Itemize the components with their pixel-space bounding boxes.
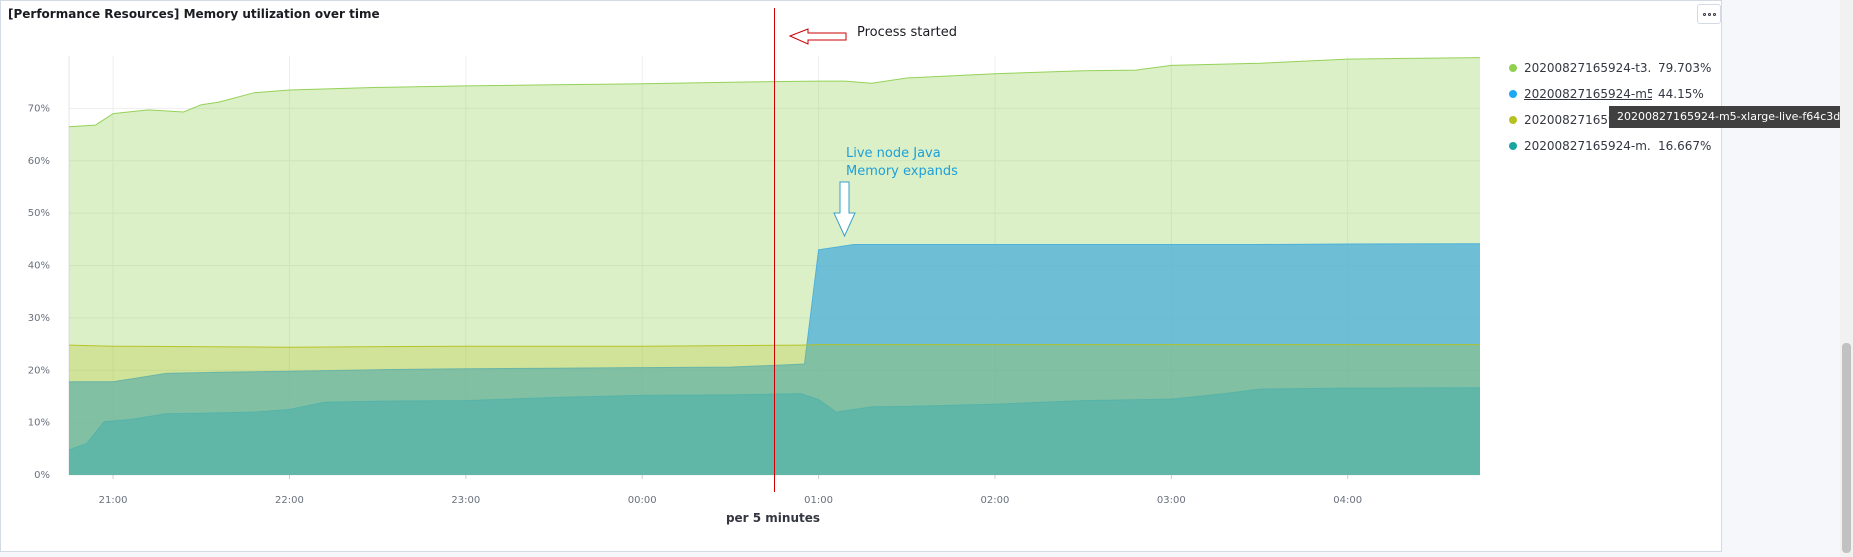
panel-options-button[interactable] [1697, 4, 1721, 24]
legend-dot-icon [1509, 64, 1517, 72]
x-tick-label: 02:00 [981, 495, 1010, 506]
legend-series-name: 20200827165924-t3... [1524, 61, 1652, 75]
memory-note-line1: Live node Java [846, 146, 941, 161]
memory-note-line2: Memory expands [846, 164, 958, 179]
y-axis: 0% 10% 20% 30% 40% 50% 60% 70% [28, 103, 50, 481]
x-tick-label: 00:00 [628, 495, 657, 506]
legend-item-third[interactable]: 20200827165924- [1509, 107, 1719, 133]
y-tick-label: 40% [28, 261, 50, 272]
ellipsis-icon [1712, 12, 1716, 16]
legend-item-t3[interactable]: 20200827165924-t3... 79.703% [1509, 55, 1719, 81]
y-tick-label: 0% [34, 470, 50, 481]
series-line [68, 387, 1481, 451]
series-line [68, 344, 1480, 348]
legend-series-value: 44.15% [1658, 87, 1704, 101]
panel-title: [Performance Resources] Memory utilizati… [8, 7, 380, 21]
x-axis: 21:00 22:00 23:00 00:00 01:00 02:00 03:00 04:00 [99, 475, 1362, 506]
legend-series-name: 20200827165924-m5... [1524, 87, 1652, 101]
series-line [68, 57, 1481, 128]
chart-legend: 20200827165924-t3... 79.703% 20200827165… [1509, 55, 1719, 159]
y-tick-label: 20% [28, 365, 50, 376]
ellipsis-icon [1707, 12, 1711, 16]
legend-series-name: 20200827165924- [1524, 113, 1636, 127]
legend-dot-icon [1509, 116, 1517, 124]
y-tick-label: 70% [28, 103, 50, 114]
memory-expand-arrow-icon [833, 181, 856, 238]
memory-chart: 0% 10% 20% 30% 40% 50% 60% 70% 21:00 22:00 23:00 0… [28, 8, 1481, 525]
x-tick-label: 03:00 [1157, 495, 1186, 506]
annotations: Process started Live node Java Memory ex… [774, 8, 958, 492]
x-tick-label: 23:00 [451, 495, 480, 506]
x-tick-label: 22:00 [275, 495, 304, 506]
x-tick-label: 21:00 [99, 495, 128, 506]
y-tick-label: 30% [28, 313, 50, 324]
legend-series-value: 79.703% [1658, 61, 1712, 75]
y-tick-label: 60% [28, 156, 50, 167]
process-start-label: Process started [857, 25, 957, 40]
series-line [69, 243, 1481, 383]
legend-item-m5[interactable]: 20200827165924-m5... 44.15% [1509, 81, 1719, 107]
ellipsis-icon [1702, 12, 1706, 16]
legend-dot-icon [1509, 90, 1517, 98]
legend-item-m[interactable]: 20200827165924-m... 16.667% [1509, 133, 1719, 159]
process-start-arrow-icon [788, 28, 847, 45]
y-tick-label: 10% [28, 418, 50, 429]
legend-tooltip: 20200827165924-m5-xlarge-live-f64c3d92-0 [1609, 106, 1853, 128]
x-tick-label: 01:00 [804, 495, 833, 506]
legend-series-name: 20200827165924-m... [1524, 139, 1652, 153]
scrollbar-thumb[interactable] [1842, 343, 1851, 553]
y-tick-label: 50% [28, 208, 50, 219]
legend-series-value: 16.667% [1658, 139, 1712, 153]
x-tick-label: 04:00 [1333, 495, 1362, 506]
legend-dot-icon [1509, 142, 1517, 150]
x-axis-title: per 5 minutes [726, 511, 820, 525]
